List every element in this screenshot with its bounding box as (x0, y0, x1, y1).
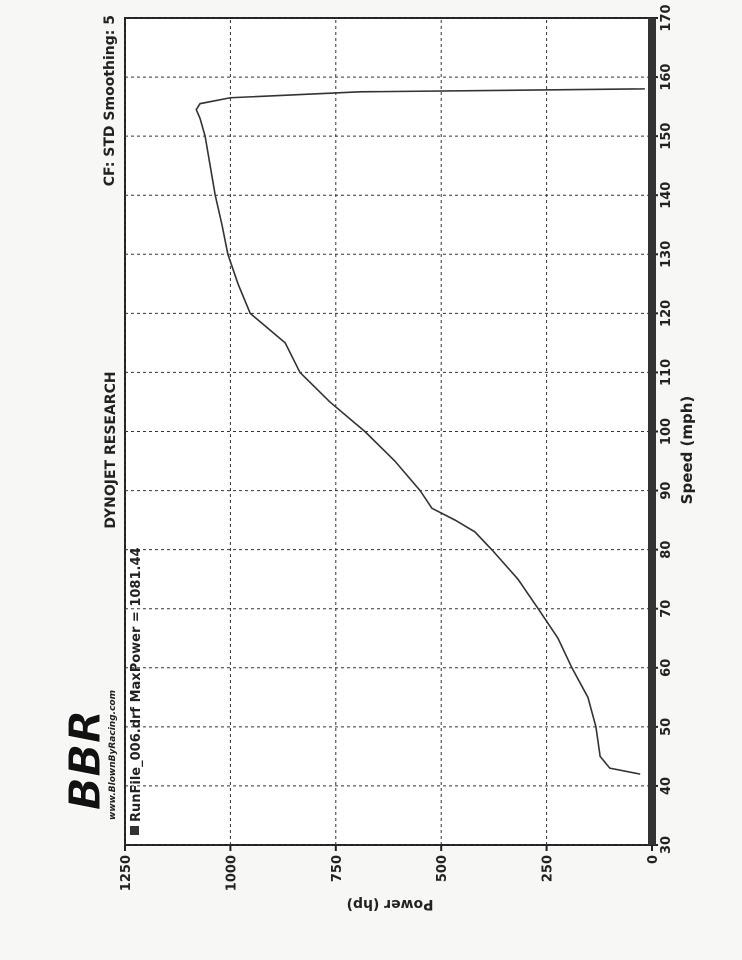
y-tick-label: 1250 (119, 855, 134, 891)
x-tick-label: 50 (659, 718, 674, 736)
x-tick-label: 150 (659, 123, 674, 150)
y-tick-label: 500 (435, 855, 450, 882)
x-tick-label: 70 (659, 600, 674, 618)
x-tick-label: 110 (659, 359, 674, 386)
x-tick-label: 120 (659, 300, 674, 327)
x-tick-label: 170 (659, 4, 674, 31)
x-tick-label: 30 (659, 836, 674, 854)
chart-subtitle: CF: STD Smoothing: 5 (102, 15, 118, 186)
logo-text: BBR (60, 710, 111, 811)
x-tick-label: 60 (659, 659, 674, 677)
y-tick-label: 750 (330, 855, 345, 882)
x-tick-label: 130 (659, 241, 674, 268)
x-tick-label: 40 (659, 777, 674, 795)
rotated-chart: DYNOJET RESEARCH CF: STD Smoothing: 5 Sp… (60, 4, 697, 912)
y-axis-label: Power (hp) (347, 896, 434, 912)
axis-band (648, 18, 656, 845)
legend-label: RunFile_006.drf MaxPower = 1081.44 (129, 547, 144, 822)
y-tick-label: 0 (646, 855, 661, 864)
logo-url: www.BlownByRacing.com (108, 690, 118, 820)
x-tick-label: 80 (659, 541, 674, 559)
x-tick-label: 140 (659, 182, 674, 209)
y-tick-label: 250 (541, 855, 556, 882)
legend-swatch (130, 826, 139, 835)
chart-title: DYNOJET RESEARCH (103, 371, 119, 528)
y-tick-label: 1000 (224, 855, 239, 891)
x-tick-label: 90 (659, 482, 674, 500)
x-tick-label: 100 (659, 418, 674, 445)
x-tick-label: 160 (659, 64, 674, 91)
power-line (195, 88, 645, 775)
x-axis-label: Speed (mph) (678, 396, 696, 505)
